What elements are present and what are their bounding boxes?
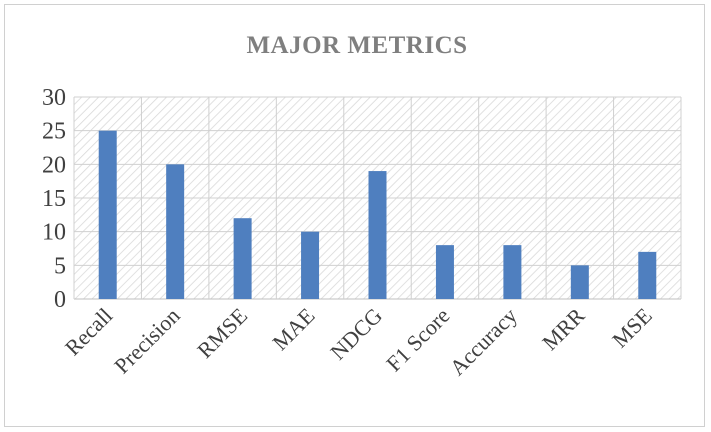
x-tick-label: Recall — [60, 303, 117, 360]
y-tick-label: 15 — [42, 186, 66, 212]
x-tick-label: MRR — [537, 303, 589, 355]
bar-mae — [301, 231, 320, 299]
bar-accuracy — [503, 245, 522, 299]
y-tick-label: 25 — [42, 119, 66, 145]
bars — [98, 130, 657, 299]
y-tick-label: 20 — [42, 152, 66, 178]
x-tick-label: RMSE — [192, 303, 252, 363]
x-tick-label: Accuracy — [445, 303, 522, 380]
bar-rmse — [233, 218, 252, 299]
x-tick-label: MAE — [267, 303, 319, 355]
y-tick-label: 10 — [42, 220, 66, 246]
x-tick-label: F1 Score — [381, 303, 454, 376]
bar-ndcg — [368, 171, 387, 299]
bar-precision — [166, 164, 185, 299]
bar-mse — [638, 251, 657, 299]
bar-recall — [98, 130, 117, 299]
x-tick-label: Precision — [109, 303, 185, 379]
x-tick-label: MSE — [607, 303, 657, 353]
bar-f1-score — [435, 245, 454, 299]
y-tick-labels: 0 5 10 15 20 25 30 — [42, 85, 66, 313]
gridlines — [73, 96, 682, 300]
y-tick-label: 5 — [54, 253, 66, 279]
y-tick-label: 0 — [54, 287, 66, 313]
bar-mrr — [570, 265, 589, 299]
y-tick-label: 30 — [42, 85, 66, 111]
chart-title: MAJOR METRICS — [246, 32, 467, 59]
x-tick-label: NDCG — [325, 303, 387, 365]
